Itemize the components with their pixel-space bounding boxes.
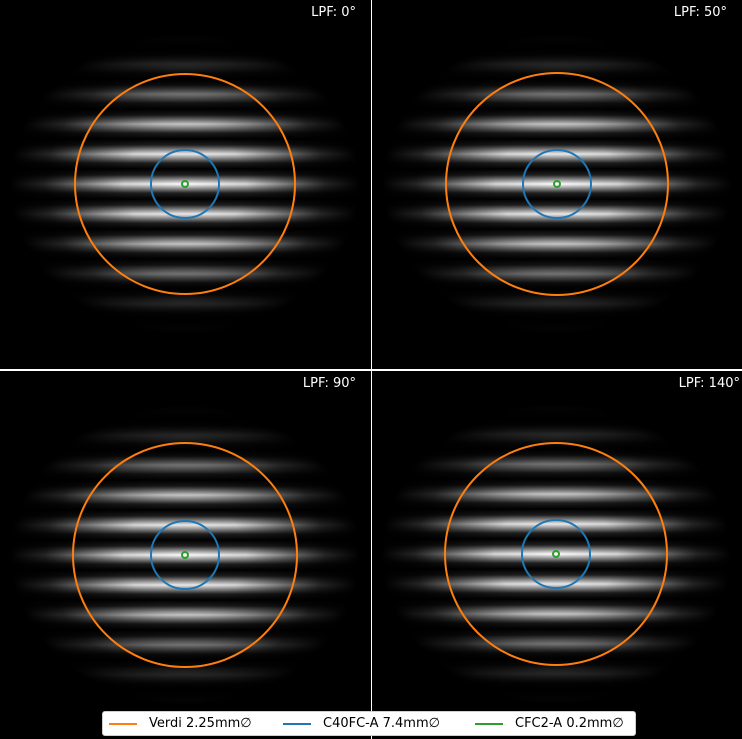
verdi-beam-circle (445, 72, 669, 296)
legend-swatch-blue (283, 722, 311, 725)
cfc2-aperture-circle (181, 551, 189, 559)
legend-entry-verdi: Verdi 2.25mm∅ (109, 716, 252, 731)
panel-label: LPF: 140° (678, 376, 740, 391)
fringe-panel-lpf-0: LPF: 0° (0, 0, 371, 369)
interference-fringes (0, 371, 371, 739)
legend-label: Verdi 2.25mm∅ (149, 716, 252, 731)
fringe-image-1 (372, 0, 742, 369)
c40fc-aperture-circle (521, 519, 591, 589)
panel-label: LPF: 0° (311, 5, 356, 20)
fringe-image-2 (0, 371, 371, 739)
legend-entry-c40fc: C40FC-A 7.4mm∅ (283, 716, 440, 731)
verdi-beam-circle (444, 442, 668, 666)
legend-label: CFC2-A 0.2mm∅ (515, 716, 624, 731)
legend: Verdi 2.25mm∅ C40FC-A 7.4mm∅ CFC2-A 0.2m… (102, 711, 636, 736)
legend-label: C40FC-A 7.4mm∅ (323, 716, 440, 731)
interference-fringes (372, 0, 742, 369)
legend-entry-cfc2: CFC2-A 0.2mm∅ (475, 716, 624, 731)
fringe-image-3 (372, 371, 742, 739)
panel-label: LPF: 50° (673, 5, 727, 20)
interference-fringes (0, 0, 371, 369)
c40fc-aperture-circle (150, 149, 220, 219)
fringe-panel-lpf-140: LPF: 140° (372, 371, 742, 739)
cfc2-aperture-circle (181, 180, 189, 188)
c40fc-aperture-circle (150, 520, 220, 590)
c40fc-aperture-circle (522, 149, 592, 219)
verdi-beam-circle (74, 73, 296, 295)
cfc2-aperture-circle (552, 550, 560, 558)
interference-fringes (372, 371, 742, 739)
panel-label: LPF: 90° (302, 376, 356, 391)
fringe-panel-lpf-50: LPF: 50° (372, 0, 742, 369)
fringe-image-0 (0, 0, 371, 369)
cfc2-aperture-circle (553, 180, 561, 188)
fringe-panel-lpf-90: LPF: 90° (0, 371, 371, 739)
legend-swatch-green (475, 722, 503, 725)
legend-swatch-orange (109, 722, 137, 725)
verdi-beam-circle (72, 442, 298, 668)
